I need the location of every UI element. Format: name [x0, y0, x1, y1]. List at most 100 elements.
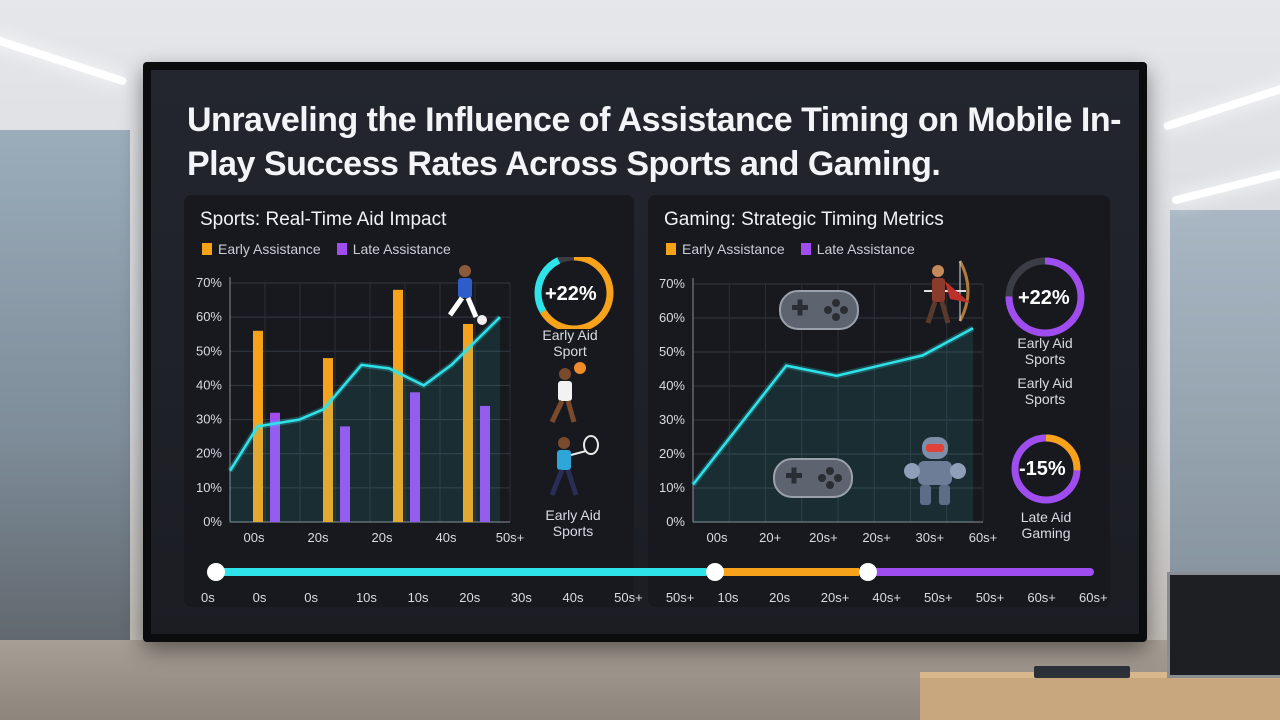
timeline-label: 20s: [459, 590, 481, 605]
y-tick-label: 60%: [196, 309, 222, 324]
timeline-label: 50s+: [975, 590, 1005, 605]
timeline-handle-mid[interactable]: [706, 563, 724, 581]
y-tick-label: 10%: [196, 480, 222, 495]
bar-late-assistance: [270, 412, 280, 522]
ceiling-light: [0, 32, 128, 86]
legend-label-early: Early Assistance: [682, 241, 785, 257]
timeline-handle-start[interactable]: [207, 563, 225, 581]
legend-swatch-early: [666, 243, 676, 255]
soccer-player-icon: [447, 265, 487, 325]
caption-early-aid-sports: Early Aid Sports: [545, 507, 601, 539]
x-tick-label: 60s+: [969, 530, 998, 545]
gauge-value: +22%: [545, 283, 597, 305]
trend-line: [692, 327, 974, 486]
timeline-label: 20s: [769, 590, 791, 605]
timeline-label: 50s+: [665, 590, 695, 605]
legend-item-late: Late Assistance: [336, 241, 451, 257]
bar-early-assistance: [393, 289, 403, 522]
gauge-value: -15%: [1019, 458, 1066, 480]
timeline-label: 10s: [355, 590, 377, 605]
wall-display: Unraveling the Influence of Assistance T…: [143, 62, 1147, 642]
timeline-label: 60s+: [1027, 590, 1056, 605]
gauge-early-aid-sports: +22% Early Aid Sports: [1000, 257, 1090, 367]
timeline-label: 0s: [252, 590, 267, 605]
laptop: [1167, 572, 1280, 678]
timeline-label: 40s: [562, 590, 584, 605]
gauge-label: Early Aid Sport: [542, 327, 598, 359]
y-tick-label: 0%: [666, 514, 685, 529]
timeline-label: 50s+: [614, 590, 643, 605]
bar-late-assistance: [480, 405, 490, 522]
y-tick-label: 20%: [196, 446, 222, 461]
x-tick-label: 40s: [436, 530, 457, 545]
gauge-late-aid-gaming: -15% Late Aid Gaming: [1006, 433, 1086, 541]
x-tick-label: 20+: [759, 530, 781, 545]
y-tick-label: 30%: [196, 412, 222, 427]
y-tick-label: 30%: [659, 412, 685, 427]
sports-chart: 0% 10% 20% 30% 40% 50% 60% 70% 00s 20s 20s 40s 50s+: [196, 275, 524, 545]
legend-swatch-early: [202, 243, 212, 255]
y-tick-label: 70%: [196, 275, 222, 290]
x-tick-label: 00s: [244, 530, 265, 545]
timeline-label: 10s: [717, 590, 739, 605]
legend-label-late: Late Assistance: [352, 241, 451, 257]
timeline-label: 20s+: [820, 590, 850, 605]
timeline-label: 0s: [304, 590, 319, 605]
gamepad-icon: [773, 458, 853, 498]
caption-early-aid-sports: Early Aid Sports: [1017, 375, 1073, 407]
trend-area: [693, 328, 973, 522]
archer-icon: [924, 260, 970, 324]
page-title: Unraveling the Influence of Assistance T…: [187, 101, 1121, 183]
x-tick-label: 20s: [308, 530, 329, 545]
y-tick-label: 0%: [203, 514, 222, 529]
display-screen: Unraveling the Influence of Assistance T…: [151, 70, 1139, 634]
gauge-label: Late Aid Gaming: [1020, 509, 1072, 541]
sports-legend: Early Assistance Late Assistance: [202, 241, 451, 257]
legend-item-late: Late Assistance: [800, 241, 915, 257]
gaming-panel: Gaming: Strategic Timing Metrics Early A…: [648, 195, 1110, 607]
timeline-label: 50s+: [924, 590, 953, 605]
gaming-chart: 0% 10% 20% 30% 40% 50% 60% 70% 00s 20+ 20s+ 20s+ 30s…: [659, 276, 998, 545]
gaming-chart-title: Gaming: Strategic Timing Metrics: [664, 209, 944, 230]
gaming-legend: Early Assistance Late Assistance: [666, 241, 915, 257]
timeline-handle-end[interactable]: [859, 563, 877, 581]
y-tick-label: 20%: [659, 446, 685, 461]
legend-label-late: Late Assistance: [816, 241, 915, 257]
gauge-early-aid-sport: +22% Early Aid Sport: [529, 253, 619, 359]
legend-label-early: Early Assistance: [218, 241, 321, 257]
y-tick-label: 60%: [659, 310, 685, 325]
robot-icon: [904, 437, 966, 505]
x-tick-label: 20s: [372, 530, 393, 545]
tennis-player-icon: [549, 435, 599, 496]
timeline-label: 60s+: [1079, 590, 1108, 605]
x-tick-label: 20s+: [809, 530, 838, 545]
trend-line: [228, 316, 501, 472]
timeline-bar[interactable]: [209, 565, 1094, 579]
y-tick-label: 40%: [659, 378, 685, 393]
y-tick-label: 50%: [196, 343, 222, 358]
y-tick-label: 70%: [659, 276, 685, 291]
notebook: [1034, 666, 1130, 678]
legend-item-early: Early Assistance: [666, 241, 785, 257]
y-tick-label: 10%: [659, 480, 685, 495]
timeline-label: 40s+: [872, 590, 901, 605]
gauge-ring: [1005, 257, 1085, 337]
sports-panel: Sports: Real-Time Aid Impact Early Assis…: [184, 195, 634, 607]
gauge-ring: [1011, 434, 1081, 504]
ceiling-light: [1162, 77, 1280, 131]
timeline-label: 0s: [201, 590, 215, 605]
bar-early-assistance: [323, 358, 333, 522]
office-window-right: [1170, 210, 1280, 590]
gauge-label: Early Aid Sports: [1017, 335, 1073, 367]
trend-area: [230, 317, 500, 522]
legend-swatch-late: [336, 243, 347, 255]
bar-late-assistance: [410, 392, 420, 522]
timeline-label: 10s: [407, 590, 429, 605]
bar-early-assistance: [463, 323, 473, 522]
basketball-player-icon: [549, 362, 586, 424]
gauge-value: +22%: [1018, 287, 1070, 309]
gamepad-icon: [779, 290, 859, 330]
office-window-left: [0, 130, 130, 650]
x-tick-label: 20s+: [862, 530, 891, 545]
x-tick-label: 00s: [707, 530, 728, 545]
